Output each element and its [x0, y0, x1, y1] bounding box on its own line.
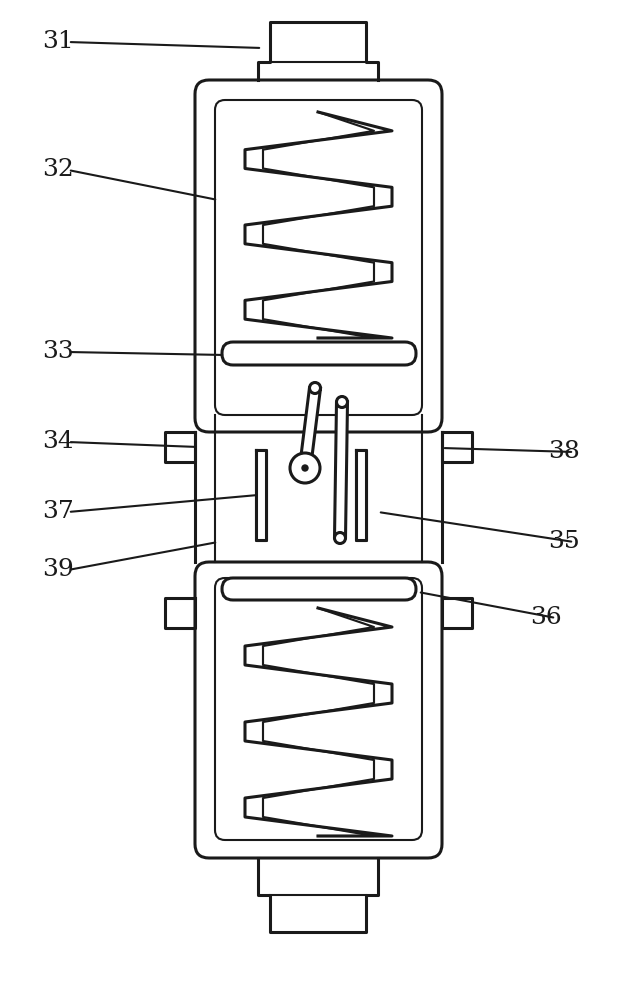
Text: 38: 38: [548, 440, 580, 464]
Circle shape: [290, 453, 320, 483]
Polygon shape: [356, 450, 366, 540]
Text: 36: 36: [530, 606, 562, 630]
Text: 34: 34: [42, 430, 74, 454]
Polygon shape: [256, 450, 266, 540]
FancyBboxPatch shape: [195, 80, 442, 432]
FancyBboxPatch shape: [222, 342, 416, 365]
FancyBboxPatch shape: [222, 578, 416, 600]
Text: 39: 39: [42, 558, 74, 582]
Text: 33: 33: [42, 340, 74, 363]
Circle shape: [309, 382, 321, 393]
Circle shape: [335, 532, 345, 544]
FancyBboxPatch shape: [195, 562, 442, 858]
Polygon shape: [335, 402, 347, 538]
Text: 35: 35: [548, 530, 580, 554]
Polygon shape: [300, 387, 321, 469]
Circle shape: [337, 396, 347, 408]
Circle shape: [302, 465, 308, 471]
Text: 32: 32: [42, 158, 74, 182]
Text: 31: 31: [42, 30, 74, 53]
Circle shape: [300, 462, 311, 474]
Text: 37: 37: [42, 500, 74, 524]
